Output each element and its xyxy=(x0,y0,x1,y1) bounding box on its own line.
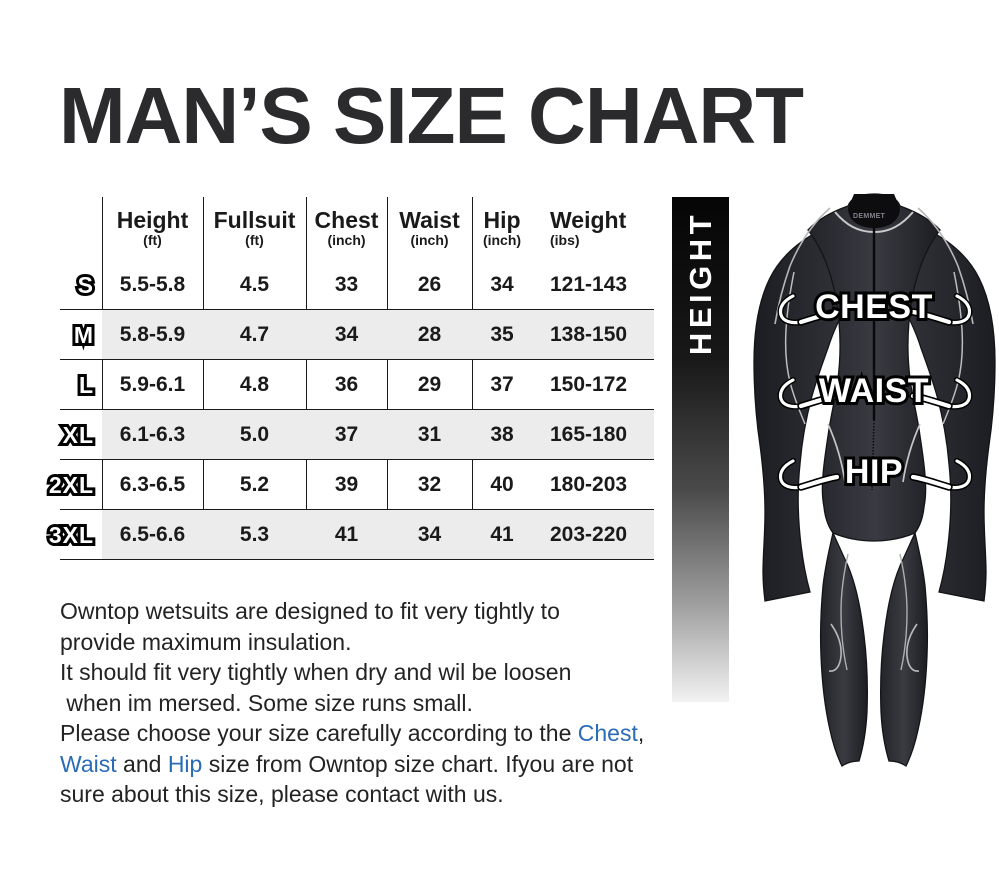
svg-text:HIP: HIP xyxy=(845,453,903,491)
svg-text:WAIST: WAIST xyxy=(819,372,929,410)
svg-text:CHEST: CHEST xyxy=(815,288,933,326)
svg-text:DEMMET: DEMMET xyxy=(853,213,886,220)
